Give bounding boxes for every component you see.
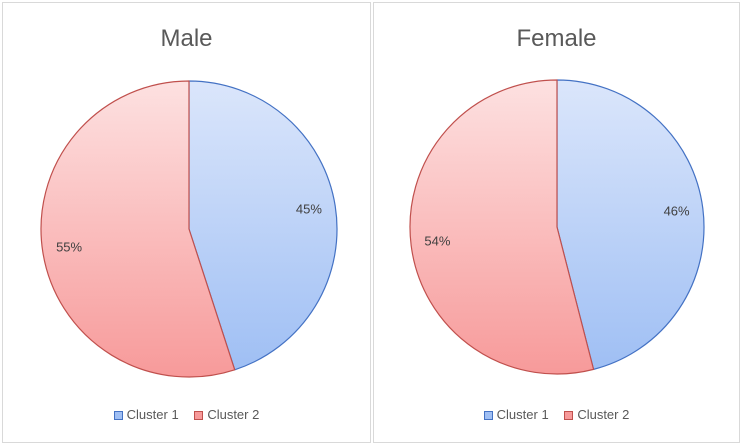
legend-item-cluster-1: Cluster 1 bbox=[483, 407, 549, 422]
legend-label: Cluster 1 bbox=[126, 407, 179, 422]
chart-title: Male bbox=[160, 25, 213, 52]
data-label-cluster-2: 55% bbox=[56, 239, 82, 254]
data-label-cluster-1: 45% bbox=[296, 201, 322, 216]
legend-label: Cluster 2 bbox=[207, 407, 260, 422]
legend: Cluster 1 Cluster 2 bbox=[374, 407, 739, 422]
chart-panel-male: Male 45% 55% Cluster 1 Cluster 2 bbox=[2, 2, 371, 443]
legend-label: Cluster 2 bbox=[577, 407, 630, 422]
pie-slice-cluster-2 bbox=[40, 80, 236, 378]
pie-chart-female: 46% 54% bbox=[409, 79, 705, 375]
data-label-cluster-2: 54% bbox=[424, 234, 450, 249]
legend-item-cluster-1: Cluster 1 bbox=[113, 407, 179, 422]
legend-item-cluster-2: Cluster 2 bbox=[194, 407, 259, 422]
pie-slice-cluster-2 bbox=[409, 79, 595, 375]
legend-swatch-cluster-2 bbox=[194, 411, 204, 420]
legend-label: Cluster 1 bbox=[496, 407, 549, 422]
chart-panel-female: Female 46% 54% Cluster 1 Cluster 2 bbox=[373, 2, 740, 443]
pie-slice-cluster-1 bbox=[556, 79, 705, 370]
legend-swatch-cluster-1 bbox=[483, 411, 493, 420]
legend: Cluster 1 Cluster 2 bbox=[3, 407, 370, 422]
legend-item-cluster-2: Cluster 2 bbox=[564, 407, 629, 422]
data-label-cluster-1: 46% bbox=[664, 203, 690, 218]
legend-swatch-cluster-1 bbox=[113, 411, 123, 420]
legend-swatch-cluster-2 bbox=[564, 411, 574, 420]
pie-slice-cluster-1 bbox=[188, 80, 338, 371]
chart-title: Female bbox=[516, 25, 597, 52]
pie-chart-male: 45% 55% bbox=[40, 80, 338, 378]
